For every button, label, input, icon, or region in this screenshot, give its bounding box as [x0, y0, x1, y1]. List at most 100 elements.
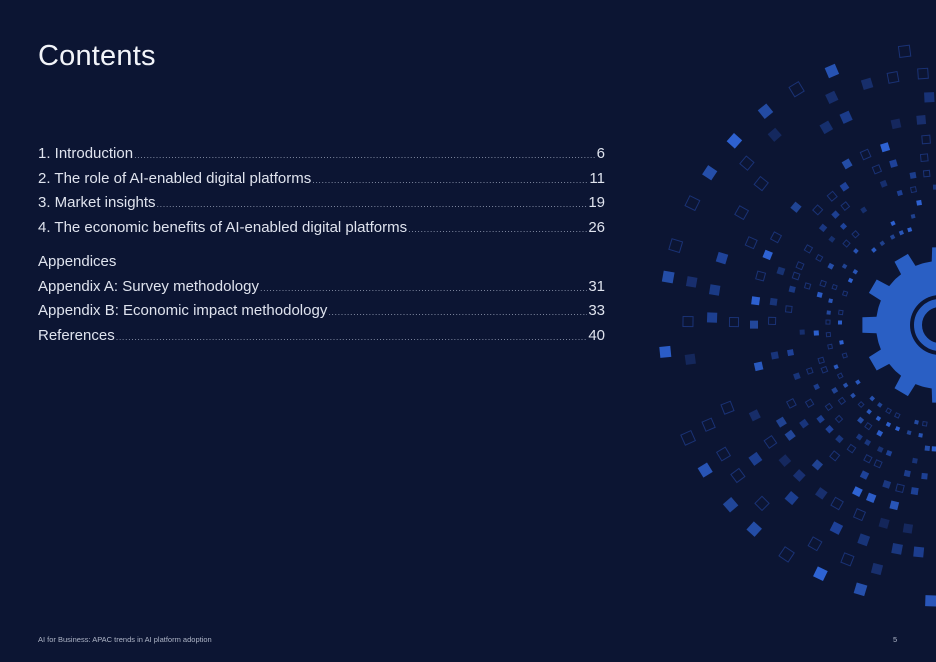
pixel-square — [815, 487, 828, 500]
pixel-square — [914, 419, 919, 425]
pixel-square — [886, 70, 900, 84]
pixel-square — [684, 195, 701, 212]
pixel-square — [842, 239, 851, 248]
toc-entry-references[interactable]: References 40 — [38, 327, 605, 352]
pixel-square — [852, 486, 863, 497]
pixel-square — [909, 186, 918, 194]
pixel-square — [682, 316, 694, 328]
gear-shape — [862, 247, 936, 403]
pixel-square — [889, 500, 900, 511]
toc-entry-page: 40 — [588, 327, 605, 345]
pixel-square — [778, 454, 792, 467]
pixel-square — [788, 80, 805, 98]
toc-entry-appendix-b[interactable]: Appendix B: Economic impact methodology … — [38, 302, 605, 327]
pixel-square — [921, 472, 928, 480]
pixel-square — [799, 329, 805, 335]
pixel-square — [855, 379, 861, 385]
pixel-square — [837, 320, 843, 325]
pixel-square — [839, 222, 848, 230]
pixel-square — [831, 386, 839, 394]
pixel-square — [852, 508, 867, 522]
pixel-square — [857, 416, 865, 424]
pixel-square — [708, 284, 721, 296]
pixel-square — [824, 402, 834, 412]
pixel-square — [816, 414, 825, 424]
pixel-square — [885, 407, 893, 415]
pixel-square — [897, 44, 912, 59]
pixel-square — [910, 487, 919, 496]
pixel-square — [873, 459, 883, 469]
pixel-square — [807, 536, 823, 552]
pixel-square — [890, 118, 902, 130]
pixel-square — [762, 249, 773, 261]
pixel-square — [869, 395, 876, 402]
pixel-square — [803, 244, 814, 254]
pixel-square — [770, 351, 779, 360]
pixel-square — [829, 450, 841, 462]
pixel-square — [876, 429, 884, 437]
pixel-square — [879, 240, 886, 247]
pixel-square — [825, 90, 839, 105]
pixel-square — [827, 262, 835, 270]
pixel-square — [855, 433, 863, 441]
pixel-square — [903, 469, 911, 478]
appendices-heading: Appendices — [38, 252, 117, 270]
pixel-square — [819, 120, 834, 135]
toc-entry-label: 3. Market insights — [38, 194, 156, 212]
pixel-square — [921, 134, 931, 145]
pixel-square — [748, 409, 761, 422]
pixel-square — [815, 253, 824, 263]
pixel-square — [876, 402, 883, 408]
pixel-square — [799, 418, 809, 429]
toc-entry-label: Appendix B: Economic impact methodology — [38, 302, 328, 320]
pixel-square — [730, 467, 746, 484]
toc-entry-appendix-a[interactable]: Appendix A: Survey methodology 31 — [38, 278, 605, 303]
pixel-square — [859, 148, 872, 161]
toc-leader-dots — [260, 283, 587, 293]
pixel-square — [895, 483, 905, 494]
pixel-square — [715, 446, 732, 462]
pixel-square — [816, 291, 823, 298]
pixel-square — [701, 417, 716, 432]
pixel-square — [831, 283, 838, 291]
pixel-square — [697, 462, 713, 478]
pixel-square — [863, 454, 873, 464]
pixel-square — [916, 199, 922, 206]
toc-entry-role-of-ai[interactable]: 2. The role of AI-enabled digital platfo… — [38, 170, 605, 195]
pixel-square — [924, 445, 931, 452]
pixel-square — [659, 345, 672, 358]
pixel-square — [889, 234, 896, 240]
pixel-square — [824, 63, 840, 79]
toc-entry-page: 19 — [588, 194, 605, 212]
pixel-square — [778, 546, 795, 563]
pixel-square — [918, 432, 923, 438]
pixel-square — [890, 220, 896, 226]
pixel-square — [746, 521, 762, 537]
pixel-square — [769, 231, 783, 244]
toc-entry-introduction[interactable]: 1. Introduction 6 — [38, 145, 605, 170]
toc-entry-page: 33 — [588, 302, 605, 320]
toc-entry-page: 31 — [588, 277, 605, 295]
pixel-square — [813, 383, 820, 391]
pixel-square — [846, 443, 857, 454]
pixel-square — [768, 316, 777, 325]
pixel-square — [913, 546, 925, 558]
pixel-square — [852, 269, 859, 275]
pixel-square — [864, 422, 873, 431]
pixel-square — [841, 290, 849, 297]
pixel-square — [898, 230, 905, 236]
pixel-square — [744, 236, 758, 250]
page-title: Contents — [38, 40, 156, 72]
pixel-square — [726, 133, 743, 149]
pixel-square — [921, 420, 928, 427]
pixel-square — [753, 361, 764, 372]
pixel-square — [837, 396, 847, 406]
pixel-square — [827, 343, 834, 350]
pixel-square — [706, 312, 718, 323]
toc-entry-page: 11 — [589, 169, 605, 187]
pixel-square — [853, 582, 868, 597]
toc-entry-market-insights[interactable]: 3. Market insights 19 — [38, 194, 605, 219]
pixel-square — [925, 595, 936, 607]
pixel-square — [902, 523, 914, 534]
toc-entry-economic-benefits[interactable]: 4. The economic benefits of AI-enabled d… — [38, 219, 605, 244]
